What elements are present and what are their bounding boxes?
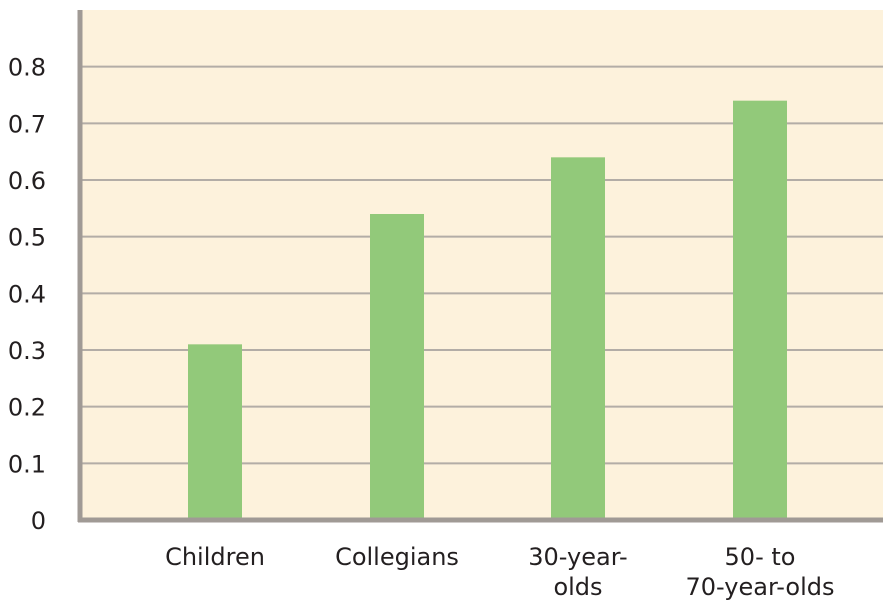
- x-category-labels: Children Collegians 30-year-olds 50- to 70-y…: [165, 543, 834, 601]
- y-tick-label: 0.6: [8, 167, 46, 195]
- x-category-label: Collegians: [335, 543, 459, 571]
- x-category-label-line: Children: [165, 543, 265, 571]
- x-category-label: 30-year-olds: [528, 543, 627, 601]
- x-category-label: Children: [165, 543, 265, 571]
- bar-1: [188, 344, 242, 520]
- x-category-label-line: 70-year-olds: [686, 573, 835, 601]
- y-tick-label: 0.2: [8, 394, 46, 422]
- x-category-label-line: 50- to: [725, 543, 796, 571]
- x-category-label-line: Collegians: [335, 543, 459, 571]
- y-tick-label: 0.4: [8, 280, 46, 308]
- x-category-label-line: olds: [553, 573, 602, 601]
- y-tick-label: 0.1: [8, 450, 46, 478]
- bars: [188, 100, 787, 521]
- y-tick-label: 0.7: [8, 110, 46, 138]
- bar-2: [370, 214, 424, 520]
- y-tick-label: 0.8: [8, 54, 46, 82]
- x-category-label: 50- to 70-year-olds: [686, 543, 835, 601]
- y-tick-label: 0.5: [8, 224, 46, 252]
- y-tick-label: 0.3: [8, 337, 46, 365]
- bar-3: [551, 157, 605, 521]
- bar-4: [733, 100, 787, 521]
- x-category-label-line: 30-year-: [528, 543, 627, 571]
- y-tick-labels: 0 0.1 0.2 0.3 0.4 0.5 0.6 0.7 0.8: [8, 54, 46, 535]
- y-tick-label: 0: [31, 507, 46, 535]
